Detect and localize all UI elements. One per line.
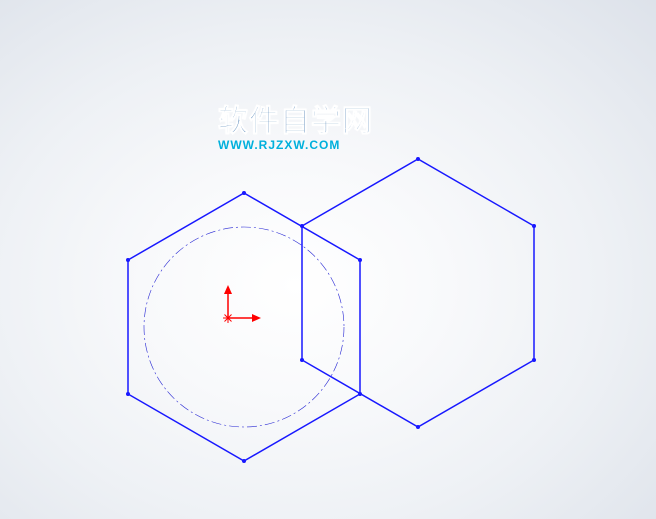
vertex-point[interactable] <box>126 392 130 396</box>
sketch-canvas <box>0 0 656 519</box>
origin-marker <box>223 285 261 323</box>
vertex-point[interactable] <box>126 258 130 262</box>
vertex-point[interactable] <box>416 157 420 161</box>
vertex-point[interactable] <box>242 459 246 463</box>
hexagon-1[interactable] <box>128 193 360 461</box>
vertex-point[interactable] <box>532 358 536 362</box>
vertex-point[interactable] <box>532 224 536 228</box>
vertex-point[interactable] <box>300 358 304 362</box>
vertex-point[interactable] <box>242 191 246 195</box>
vertex-point[interactable] <box>300 224 304 228</box>
construction-circle <box>144 227 344 427</box>
hexagon-2[interactable] <box>302 159 534 427</box>
vertex-point[interactable] <box>416 425 420 429</box>
vertex-point[interactable] <box>358 258 362 262</box>
